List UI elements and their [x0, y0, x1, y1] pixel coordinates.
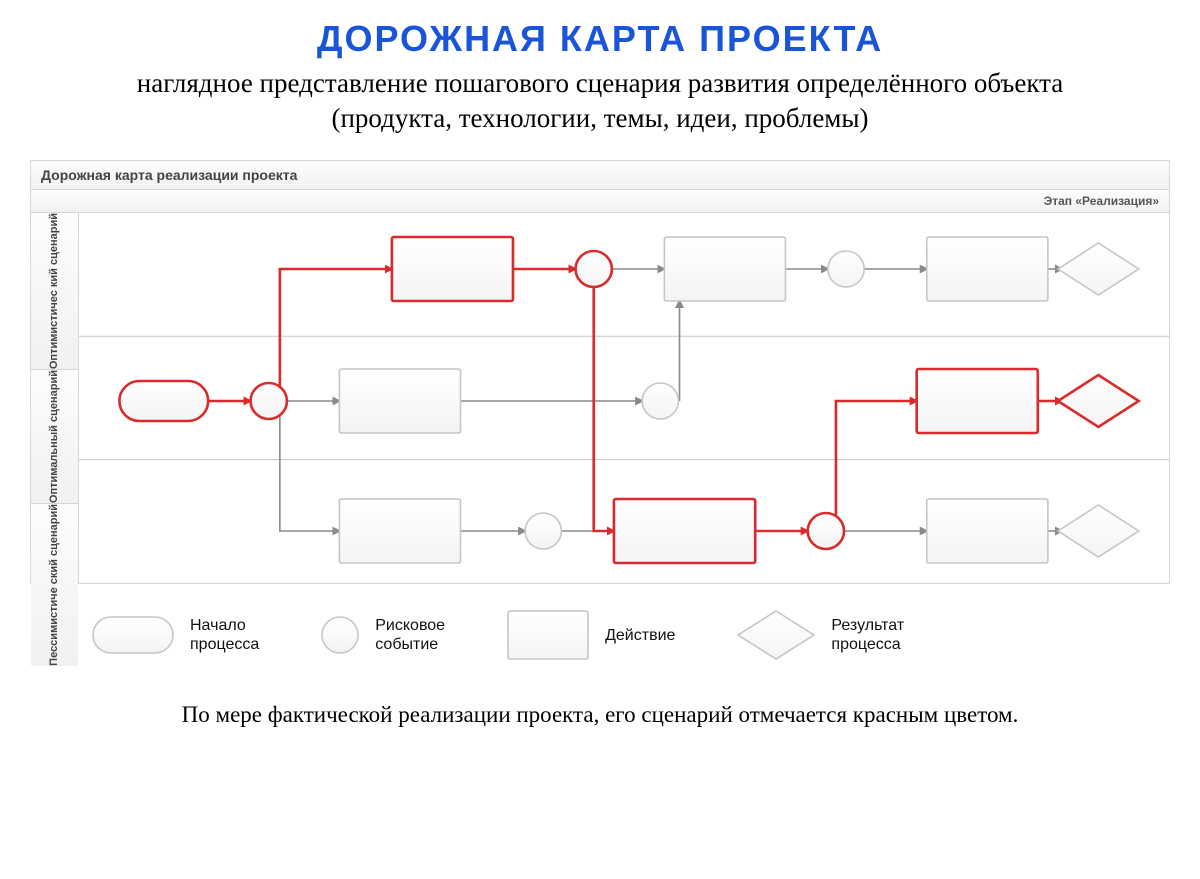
- node-circle: [525, 513, 561, 549]
- page-title: ДОРОЖНАЯ КАРТА ПРОЕКТА: [30, 18, 1170, 60]
- node-rect: [614, 499, 755, 563]
- diagram-stage-label: Этап «Реализация»: [31, 190, 1169, 213]
- diagram-canvas: [79, 213, 1169, 583]
- node-rect: [927, 237, 1048, 301]
- legend-item: Началопроцесса: [90, 614, 259, 656]
- legend-item: Рисковоесобытие: [319, 614, 445, 656]
- node-circle: [576, 251, 612, 287]
- legend-label: Действие: [605, 626, 675, 645]
- node-rect: [339, 499, 460, 563]
- legend-item: Действие: [505, 608, 675, 662]
- legend-label: Рисковоесобытие: [375, 616, 445, 654]
- node-rect: [927, 499, 1048, 563]
- legend-diamond-icon: [735, 608, 817, 662]
- node-capsule: [119, 381, 208, 421]
- diagram-header: Дорожная карта реализации проекта: [31, 161, 1169, 190]
- footnote: По мере фактической реализации проекта, …: [30, 702, 1170, 728]
- legend-label: Началопроцесса: [190, 616, 259, 654]
- node-rect: [664, 237, 785, 301]
- edge: [280, 416, 340, 531]
- node-rect: [392, 237, 513, 301]
- legend-capsule-icon: [90, 614, 176, 656]
- legend-circle-icon: [319, 614, 361, 656]
- legend-label: Результатпроцесса: [831, 616, 904, 654]
- diagram-svg: [79, 213, 1169, 583]
- lane-label: Пессимистиче ский сценарий: [31, 504, 78, 666]
- legend-item: Результатпроцесса: [735, 608, 904, 662]
- edge: [594, 287, 614, 531]
- node-diamond: [1058, 375, 1139, 427]
- node-circle: [828, 251, 864, 287]
- edge: [836, 401, 917, 515]
- node-diamond: [1058, 505, 1139, 557]
- node-circle: [642, 383, 678, 419]
- legend: Началопроцесса Рисковоесобытие Действие Рез…: [30, 598, 1170, 672]
- lane-labels: Оптимистичес кий сценарийОптимальный сце…: [31, 213, 79, 583]
- legend-rect-icon: [505, 608, 591, 662]
- node-rect: [917, 369, 1038, 433]
- lane-label: Оптимистичес кий сценарий: [31, 213, 78, 370]
- node-circle: [251, 383, 287, 419]
- node-diamond: [1058, 243, 1139, 295]
- lane-label: Оптимальный сценарий: [31, 370, 78, 504]
- page-subtitle: наглядное представление пошагового сцена…: [80, 66, 1120, 136]
- node-circle: [808, 513, 844, 549]
- node-rect: [339, 369, 460, 433]
- diagram-frame: Дорожная карта реализации проекта Этап «…: [30, 160, 1170, 584]
